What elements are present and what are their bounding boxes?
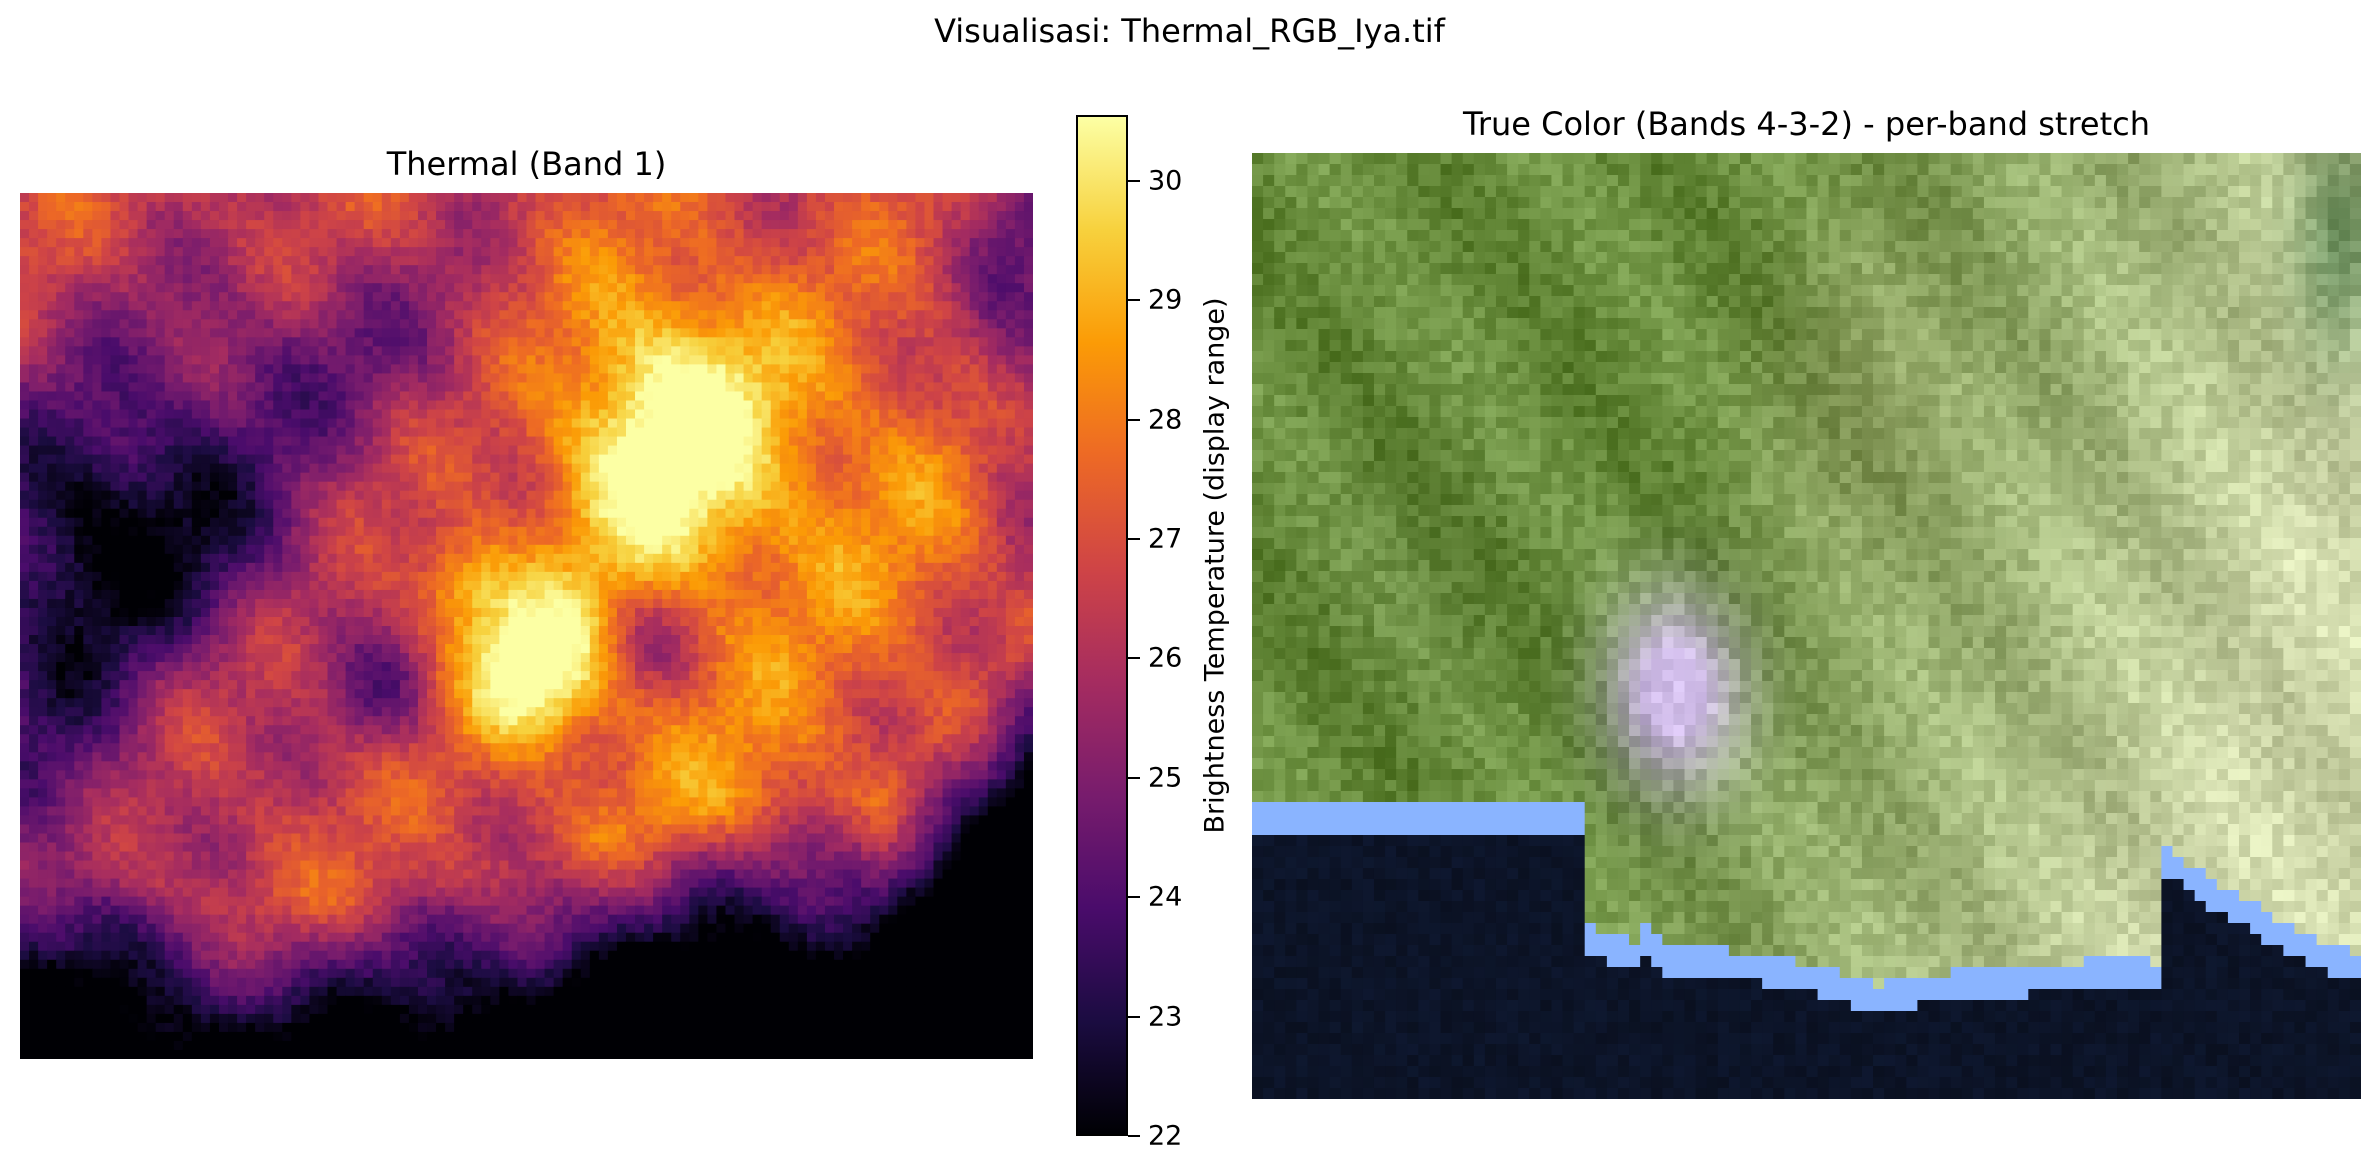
colorbar-tick (1128, 1015, 1140, 1018)
thermal-heatmap (20, 193, 1033, 1059)
colorbar-tick-label: 24 (1148, 881, 1183, 913)
colorbar-label: Brightness Temperature (display range) (1199, 297, 1231, 834)
colorbar-tick-label: 23 (1148, 1001, 1183, 1033)
colorbar-tick (1128, 537, 1140, 540)
rgb-image-render (1252, 153, 2361, 1099)
colorbar-gradient (1078, 117, 1126, 1134)
colorbar-tick (1128, 657, 1140, 660)
colorbar-tick-label: 28 (1148, 404, 1183, 435)
colorbar-tick-label: 30 (1148, 165, 1183, 197)
colorbar-tick-label: 29 (1148, 284, 1183, 316)
colorbar-tick (1128, 896, 1140, 899)
colorbar-tick-label: 25 (1148, 762, 1183, 794)
colorbar-tick (1128, 418, 1140, 421)
colorbar-tick (1128, 776, 1140, 779)
thermal-heatmap-image (20, 193, 1033, 1059)
thermal-panel-title: Thermal (Band 1) (386, 145, 667, 183)
colorbar-tick (1128, 299, 1140, 302)
colorbar-tick-label: 26 (1148, 642, 1183, 674)
colorbar-ticks: 22 23 24 25 26 27 28 29 30 (1128, 115, 1208, 1152)
colorbar-tick-label: 22 (1148, 1120, 1183, 1152)
colorbar (1076, 115, 1128, 1136)
rgb-panel-title: True Color (Bands 4-3-2) - per-band stre… (1462, 105, 2150, 143)
rgb-image (1252, 153, 2361, 1099)
figure-title: Visualisasi: Thermal_RGB_Iya.tif (934, 12, 1445, 50)
colorbar-tick-label: 27 (1148, 523, 1183, 555)
colorbar-tick (1128, 1135, 1140, 1137)
colorbar-tick (1128, 179, 1140, 182)
